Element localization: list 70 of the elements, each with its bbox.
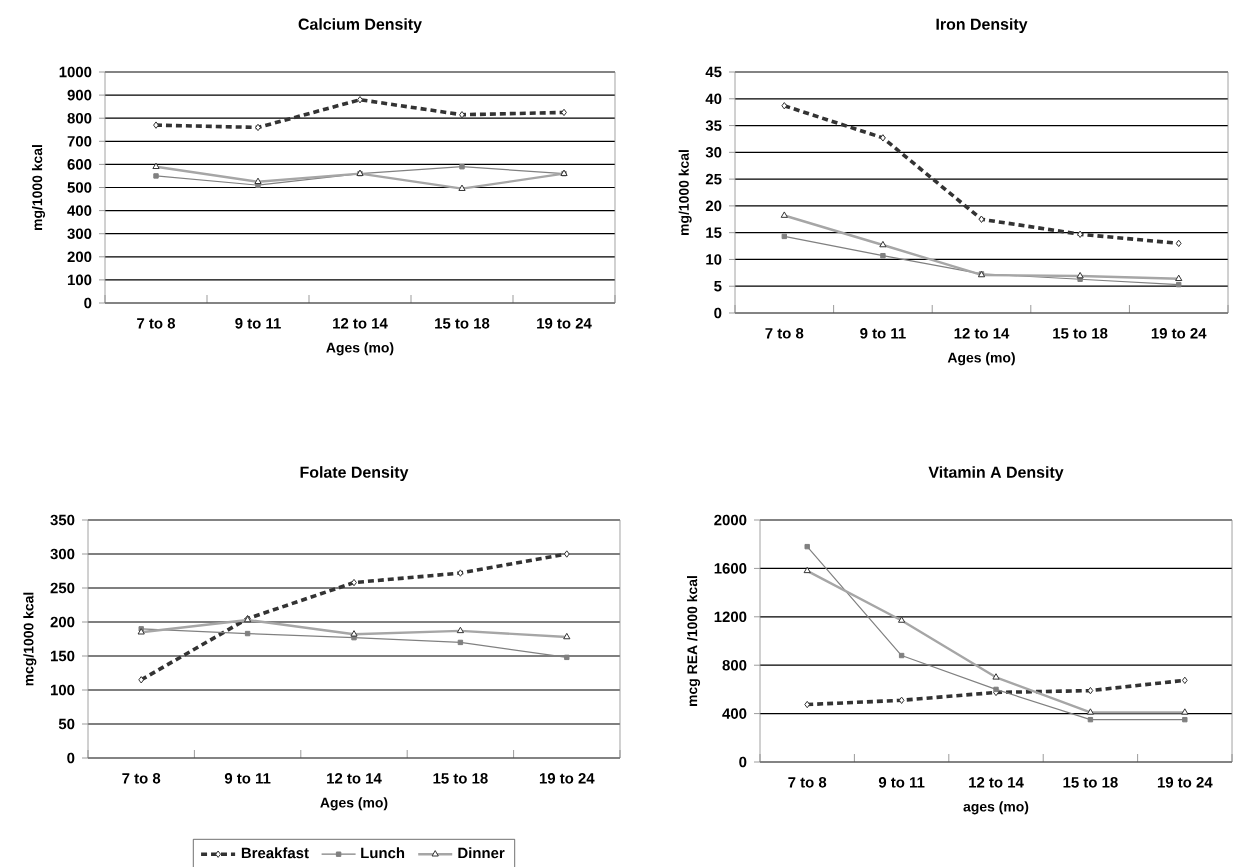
x-axis-title: Ages (mo): [947, 352, 1015, 366]
y-tick-label: 0: [84, 297, 92, 309]
x-tick-label: 9 to 11: [224, 773, 271, 784]
y-tick-label: 400: [722, 708, 747, 719]
y-tick-label: 400: [67, 205, 92, 216]
chart-title: Iron Density: [936, 18, 1028, 34]
y-axis-title: mg/1000 kcal: [31, 145, 46, 231]
y-tick-label: 350: [50, 514, 75, 526]
y-tick-label: 25: [705, 173, 722, 185]
y-tick-label: 500: [67, 182, 92, 193]
x-axis-title: ages (mo): [963, 801, 1029, 815]
y-tick-label: 1200: [714, 611, 747, 623]
x-tick-label: 15 to 18: [433, 773, 488, 784]
y-tick-label: 0: [714, 307, 722, 319]
x-tick-label: 12 to 14: [954, 328, 1010, 339]
y-tick-label: 900: [67, 89, 92, 101]
y-tick-label: 1600: [714, 563, 747, 574]
x-tick-label: 15 to 18: [435, 318, 490, 329]
y-tick-label: 15: [706, 227, 722, 238]
y-tick-label: 35: [705, 120, 722, 131]
x-tick-label: 9 to 11: [860, 328, 906, 339]
x-tick-label: 12 to 14: [327, 773, 382, 784]
x-tick-label: 15 to 18: [1063, 777, 1118, 788]
legend-label: Lunch: [361, 847, 405, 859]
y-tick-label: 1000: [59, 66, 92, 78]
y-tick-label: 600: [67, 159, 92, 170]
y-tick-label: 5: [714, 281, 722, 292]
y-tick-label: 40: [705, 93, 722, 105]
y-tick-label: 300: [50, 548, 75, 560]
chart-title: Folate Density: [300, 466, 409, 482]
y-tick-label: 0: [67, 752, 75, 764]
x-tick-label: 9 to 11: [235, 318, 281, 329]
y-axis-title: mg/1000 kcal: [678, 150, 692, 236]
y-axis-title: mcg REA /1000 kcal: [686, 576, 701, 706]
y-tick-label: 2000: [714, 514, 747, 526]
x-tick-label: 19 to 24: [1157, 777, 1213, 788]
x-tick-label: 12 to 14: [969, 777, 1024, 788]
y-tick-label: 200: [50, 616, 75, 628]
y-tick-label: 0: [739, 756, 747, 768]
x-tick-label: 9 to 11: [878, 777, 925, 788]
y-tick-label: 150: [50, 650, 75, 662]
x-tick-label: 7 to 8: [122, 773, 161, 784]
y-tick-label: 45: [705, 66, 722, 78]
x-tick-label: 12 to 14: [333, 318, 388, 329]
y-tick-label: 300: [67, 228, 92, 239]
y-tick-label: 20: [705, 200, 722, 212]
y-tick-label: 10: [706, 254, 722, 265]
chart-title: Vitamin A Density: [928, 466, 1064, 482]
legend-label: Breakfast: [241, 847, 309, 859]
y-tick-label: 100: [50, 684, 75, 696]
x-axis-title: Ages (mo): [326, 342, 394, 356]
y-tick-label: 800: [67, 112, 92, 124]
y-tick-label: 30: [705, 147, 722, 158]
legend-label: Dinner: [458, 847, 505, 859]
x-tick-label: 7 to 8: [765, 328, 804, 339]
y-tick-label: 700: [67, 136, 92, 147]
x-tick-label: 19 to 24: [539, 773, 595, 784]
x-tick-label: 7 to 8: [137, 318, 176, 329]
y-tick-label: 50: [58, 718, 75, 730]
y-tick-label: 200: [67, 251, 92, 263]
x-axis-title: Ages (mo): [320, 797, 388, 811]
x-tick-label: 19 to 24: [537, 318, 592, 329]
chart-title: Calcium Density: [298, 18, 422, 34]
x-tick-label: 15 to 18: [1053, 328, 1108, 339]
y-tick-label: 800: [722, 659, 747, 671]
y-tick-label: 100: [67, 274, 92, 286]
y-tick-label: 250: [50, 582, 75, 594]
x-tick-label: 7 to 8: [788, 777, 827, 788]
y-axis-title: mcg/1000 kcal: [23, 592, 37, 686]
x-tick-label: 19 to 24: [1151, 328, 1207, 339]
